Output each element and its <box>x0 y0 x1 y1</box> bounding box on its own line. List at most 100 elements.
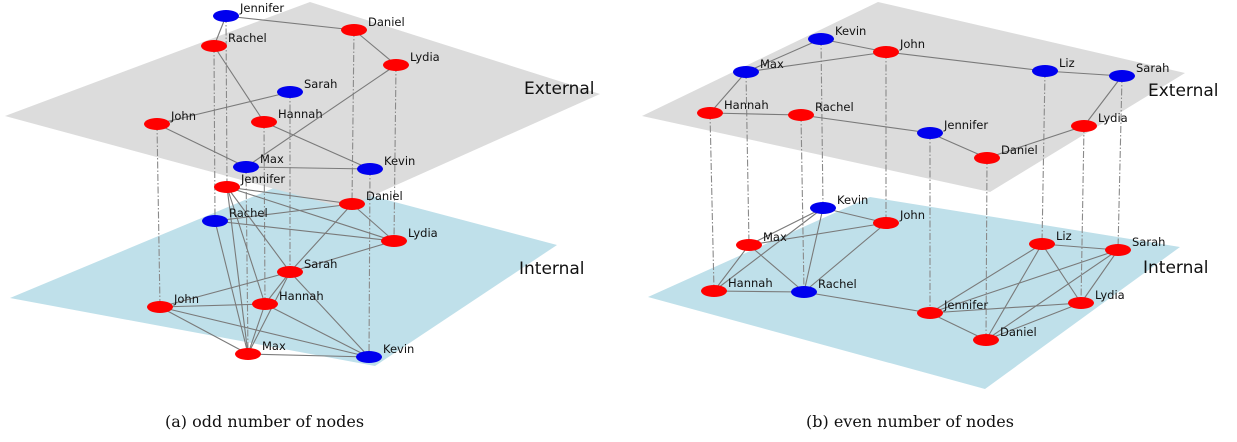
external-edge-max-hannah-b <box>709 71 747 114</box>
external-plane-a <box>5 2 600 208</box>
external-node-label-rachel-a: Rachel <box>228 31 267 45</box>
caption-panel-a: (a) odd number of nodes <box>165 412 365 431</box>
external-node-label-rachel-b: Rachel <box>815 100 854 114</box>
panel-b: External Internal Kevin John Max Liz Sarah Hann… <box>642 2 1219 389</box>
external-node-label-liz-b: Liz <box>1059 56 1075 70</box>
internal-edge-max-kevin-a <box>247 353 370 358</box>
internal-node-hannah-b <box>701 285 727 297</box>
internal-node-label-lydia-b: Lydia <box>1095 288 1125 302</box>
internal-node-rachel-b <box>791 286 817 298</box>
internal-node-label-rachel-a: Rachel <box>229 206 268 220</box>
internal-node-label-hannah-b: Hannah <box>728 276 773 290</box>
internal-node-daniel-a <box>339 198 365 210</box>
external-edge-daniel-lydia-a <box>353 29 397 66</box>
internal-edge-jennifer-lydia-b <box>929 302 1082 314</box>
external-node-kevin-a <box>357 163 383 175</box>
layer-link-john-a <box>156 123 161 308</box>
external-node-label-jennifer-b: Jennifer <box>943 118 988 132</box>
internal-edge-hannah-max-a <box>247 303 266 355</box>
layer-link-kevin-b <box>820 38 824 209</box>
external-node-daniel-b <box>974 152 1000 164</box>
internal-node-rachel-a <box>202 215 228 227</box>
external-edge-max-john-b <box>745 51 887 73</box>
internal-edge-liz-daniel-b <box>985 243 1043 341</box>
external-node-hannah-a <box>251 116 277 128</box>
external-node-jennifer-a <box>213 10 239 22</box>
external-node-label-max-a: Max <box>260 152 284 166</box>
internal-edge-kevin-hannah-b <box>713 207 824 292</box>
layer-link-lydia-a <box>393 64 397 242</box>
internal-edge-kevin-max-b <box>748 207 824 246</box>
layer-link-daniel-a <box>351 29 355 205</box>
layer-link-kevin-a <box>368 168 371 358</box>
internal-node-label-john-a: John <box>173 292 199 306</box>
internal-node-kevin-b <box>810 202 836 214</box>
internal-edge-jennifer-hannah-a <box>226 186 266 305</box>
internal-edge-jennifer-sarah-a <box>226 186 291 273</box>
external-node-label-hannah-b: Hannah <box>724 98 769 112</box>
internal-layer-label-a: Internal <box>519 259 585 279</box>
internal-edge-max-rachel-b <box>748 244 805 293</box>
internal-edge-lydia-daniel-b <box>985 302 1082 341</box>
external-edge-john-max-a <box>156 123 247 168</box>
external-node-label-lydia-b: Lydia <box>1098 111 1128 125</box>
internal-node-max-a <box>235 348 261 360</box>
internal-edge-john-hannah-a <box>159 303 266 308</box>
layer-link-hannah-a <box>263 121 266 305</box>
external-node-lydia-b <box>1071 120 1097 132</box>
internal-node-label-sarah-a: Sarah <box>304 257 337 271</box>
internal-edge-sarah-lydia-b <box>1080 249 1119 304</box>
external-plane-b <box>642 2 1185 192</box>
internal-node-lydia-a <box>381 235 407 247</box>
external-node-lydia-a <box>383 59 409 71</box>
internal-edge-hannah-rachel-b <box>713 290 805 293</box>
internal-node-jennifer-b <box>917 307 943 319</box>
external-edge-john-liz-b <box>885 51 1046 72</box>
external-node-john-a <box>144 118 170 130</box>
internal-node-label-liz-b: Liz <box>1056 229 1072 243</box>
internal-edge-rachel-lydia-a <box>214 220 395 242</box>
internal-node-jennifer-a <box>214 181 240 193</box>
external-node-rachel-b <box>788 109 814 121</box>
external-edge-rachel-jennifer-b <box>800 114 931 134</box>
external-node-rachel-a <box>201 40 227 52</box>
external-edge-lydia-max-a <box>245 64 397 168</box>
internal-edge-jennifer-liz-b <box>929 243 1043 314</box>
internal-edge-john-kevin-a <box>159 306 370 358</box>
external-node-liz-b <box>1032 65 1058 77</box>
external-node-kevin-b <box>808 33 834 45</box>
external-edge-sarah-lydia-b <box>1083 75 1123 127</box>
internal-node-liz-b <box>1029 238 1055 250</box>
external-layer-label-b: External <box>1148 81 1219 101</box>
external-edge-daniel-jennifer-b <box>929 132 988 159</box>
external-edge-sarah-john-a <box>156 91 291 125</box>
caption-panel-b: (b) even number of nodes <box>806 412 1014 431</box>
internal-layer-label-b: Internal <box>1143 258 1209 278</box>
internal-node-label-john-b: John <box>899 208 925 222</box>
external-node-label-hannah-a: Hannah <box>278 107 323 121</box>
external-node-sarah-b <box>1109 70 1135 82</box>
external-node-label-john-a: John <box>170 109 196 123</box>
internal-node-label-kevin-a: Kevin <box>383 342 414 356</box>
internal-node-label-daniel-b: Daniel <box>1000 325 1037 339</box>
internal-edge-max-hannah-b <box>713 244 750 292</box>
internal-node-daniel-b <box>973 334 999 346</box>
internal-edge-lydia-sarah-a <box>289 240 395 273</box>
internal-edge-kevin-rachel-b <box>803 207 824 293</box>
external-edge-rachel-hannah-a <box>213 45 265 123</box>
external-node-label-max-b: Max <box>760 57 784 71</box>
external-node-label-jennifer-a: Jennifer <box>239 1 284 15</box>
internal-edge-john-max-a <box>159 306 249 355</box>
external-edge-kevin-max-b <box>745 38 822 73</box>
internal-node-label-kevin-b: Kevin <box>837 193 868 207</box>
internal-node-lydia-b <box>1068 297 1094 309</box>
layer-link-max-a <box>245 166 249 355</box>
internal-node-label-rachel-b: Rachel <box>818 277 857 291</box>
external-node-label-daniel-b: Daniel <box>1001 143 1038 157</box>
internal-edge-jennifer-lydia-a <box>226 186 395 242</box>
external-node-sarah-a <box>277 86 303 98</box>
external-edge-lydia-daniel-b <box>986 125 1085 159</box>
internal-edge-john-rachel-b <box>803 222 887 293</box>
internal-node-sarah-a <box>277 266 303 278</box>
layer-link-hannah-b <box>709 112 715 292</box>
